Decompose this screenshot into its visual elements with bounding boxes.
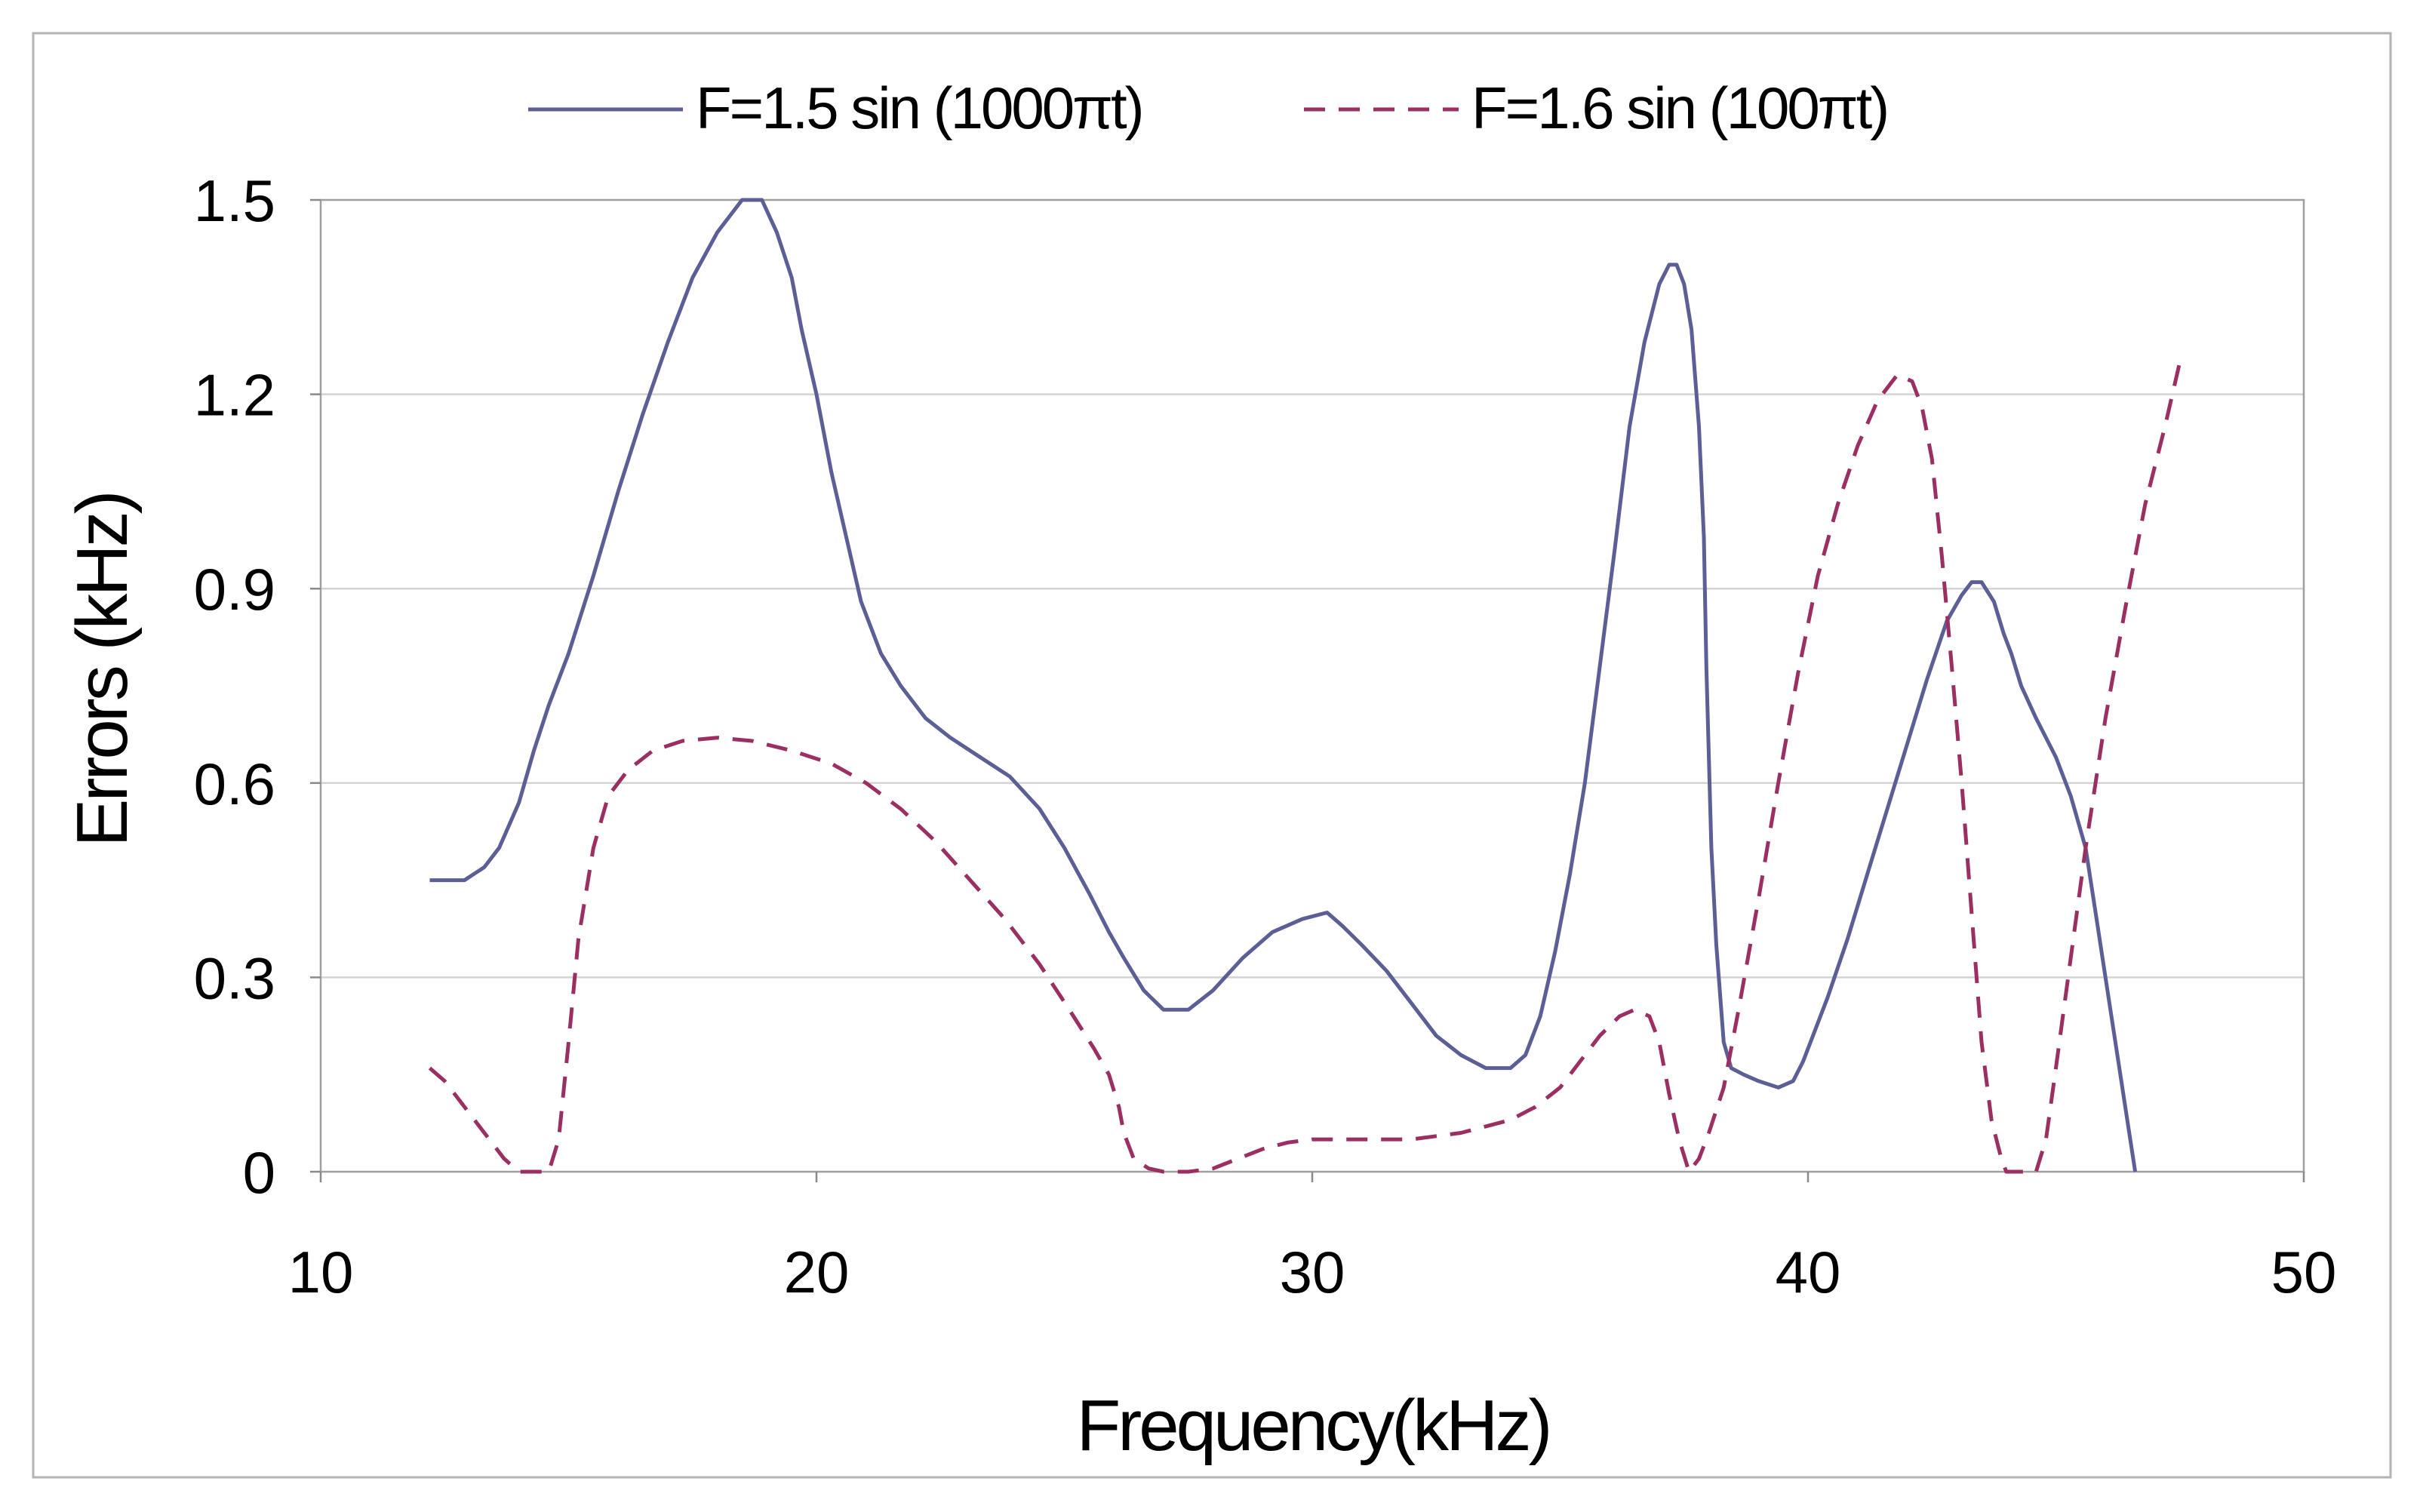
chart-frame	[32, 32, 2392, 1479]
y-tick-label: 1.2	[194, 362, 275, 429]
series-layer	[428, 198, 2182, 1174]
legend-label-series-2: F=1.6 sin (100πt)	[1471, 75, 1887, 141]
legend: F=1.5 sin (1000πt) F=1.6 sin (100πt)	[528, 75, 1890, 141]
y-axis-ticks: 0 0.3 0.6 0.9 1.2 1.5	[194, 167, 321, 1206]
y-tick-label: 0.9	[194, 556, 275, 622]
legend-label-series-1: F=1.5 sin (1000πt)	[696, 75, 1142, 141]
x-axis-ticks: 10 20 30 40 50	[288, 1172, 2337, 1305]
x-tick-label: 40	[1776, 1239, 1841, 1305]
y-tick-label: 0.6	[194, 751, 275, 817]
series-line-2	[428, 361, 2182, 1174]
x-axis-title: Frequency(kHz)	[1077, 1385, 1550, 1466]
y-tick-label: 0	[243, 1139, 275, 1206]
series-line-1	[429, 198, 2138, 1172]
y-axis-title: Errors (kHz)	[62, 493, 143, 847]
x-tick-label: 10	[288, 1239, 354, 1305]
x-tick-label: 20	[784, 1239, 850, 1305]
y-tick-label: 1.5	[194, 167, 275, 234]
x-tick-label: 50	[2271, 1239, 2337, 1305]
x-tick-label: 30	[1280, 1239, 1345, 1305]
y-tick-label: 0.3	[194, 945, 275, 1011]
